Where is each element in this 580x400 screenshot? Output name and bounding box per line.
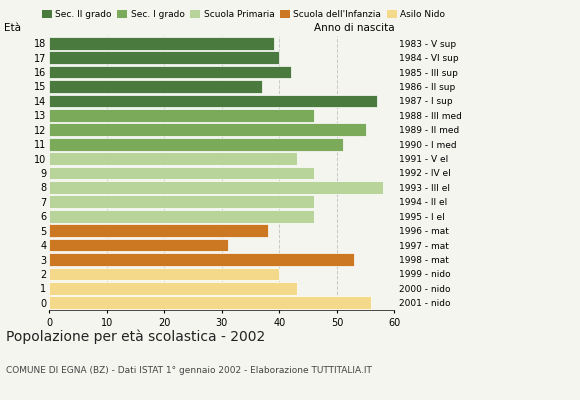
Bar <box>49 268 280 280</box>
Bar <box>49 94 377 107</box>
Bar <box>49 181 383 194</box>
Bar <box>49 167 314 179</box>
Bar <box>49 253 354 266</box>
Text: Anno di nascita: Anno di nascita <box>314 23 394 33</box>
Bar <box>49 296 371 309</box>
Bar <box>49 138 343 150</box>
Bar <box>49 282 296 295</box>
Text: Popolazione per età scolastica - 2002: Popolazione per età scolastica - 2002 <box>6 330 265 344</box>
Bar <box>49 239 227 252</box>
Legend: Sec. II grado, Sec. I grado, Scuola Primaria, Scuola dell'Infanzia, Asilo Nido: Sec. II grado, Sec. I grado, Scuola Prim… <box>38 6 449 23</box>
Bar <box>49 224 268 237</box>
Bar <box>49 51 280 64</box>
Bar <box>49 210 314 223</box>
Bar <box>49 123 365 136</box>
Bar <box>49 109 314 122</box>
Text: COMUNE DI EGNA (BZ) - Dati ISTAT 1° gennaio 2002 - Elaborazione TUTTITALIA.IT: COMUNE DI EGNA (BZ) - Dati ISTAT 1° genn… <box>6 366 372 375</box>
Bar <box>49 152 296 165</box>
Bar <box>49 80 262 93</box>
Text: Età: Età <box>5 23 21 33</box>
Bar <box>49 66 291 78</box>
Bar <box>49 196 314 208</box>
Bar <box>49 37 274 50</box>
